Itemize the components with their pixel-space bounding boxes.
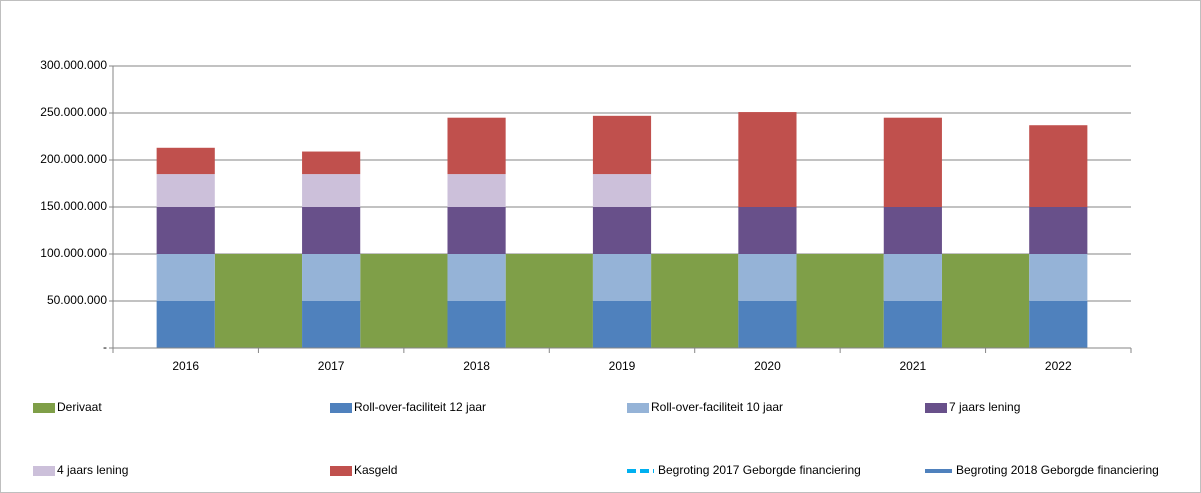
- legend-swatch: [33, 403, 55, 413]
- bar: [1029, 125, 1088, 207]
- bar: [592, 207, 652, 254]
- legend-label: Roll-over-faciliteit 12 jaar: [354, 400, 486, 414]
- x-tick-label: 2020: [754, 359, 781, 373]
- bar: [883, 254, 942, 301]
- legend-label: Begroting 2018 Geborgde financiering: [956, 463, 1159, 477]
- y-tick-label: 150.000.000: [40, 199, 107, 213]
- bar: [883, 117, 942, 207]
- y-tick-label: 300.000.000: [40, 58, 107, 72]
- bar: [360, 254, 448, 348]
- legend-label: Begroting 2017 Geborgde financiering: [658, 463, 861, 477]
- bar: [1029, 254, 1088, 301]
- legend-label: Roll-over-faciliteit 10 jaar: [651, 400, 783, 414]
- bar: [796, 254, 884, 348]
- bar: [302, 174, 361, 207]
- legend-label: Derivaat: [57, 400, 102, 414]
- bar: [302, 254, 361, 301]
- y-tick-label: 250.000.000: [40, 105, 107, 119]
- bar: [156, 301, 215, 348]
- bar: [651, 254, 739, 348]
- y-tick-label: 200.000.000: [40, 152, 107, 166]
- bar: [156, 254, 215, 301]
- legend-swatch: [627, 403, 649, 413]
- bar: [592, 254, 652, 301]
- bar: [302, 151, 361, 175]
- bar: [447, 254, 506, 301]
- bar: [592, 115, 652, 175]
- bar: [592, 174, 652, 207]
- x-tick-label: 2017: [318, 359, 345, 373]
- x-tick-label: 2018: [463, 359, 490, 373]
- bar: [738, 112, 797, 207]
- bar: [738, 207, 797, 254]
- y-tick-label: 100.000.000: [40, 246, 107, 260]
- bar: [447, 174, 506, 207]
- y-tick-label: 50.000.000: [47, 293, 107, 307]
- bar: [505, 254, 593, 348]
- bar: [941, 254, 1030, 348]
- bar: [447, 117, 506, 175]
- bar: [738, 301, 797, 348]
- bar: [302, 207, 361, 254]
- bar: [447, 301, 506, 348]
- legend-swatch: [33, 466, 55, 476]
- legend-swatch: [330, 466, 352, 476]
- bar: [156, 174, 215, 207]
- bar: [302, 301, 361, 348]
- y-tick-label: -: [103, 340, 107, 354]
- x-tick-label: 2019: [609, 359, 636, 373]
- bar: [1029, 207, 1088, 254]
- bar: [883, 301, 942, 348]
- x-tick-label: 2022: [1045, 359, 1072, 373]
- x-tick-label: 2021: [900, 359, 927, 373]
- bar: [156, 207, 215, 254]
- bar: [447, 207, 506, 254]
- bar: [738, 254, 797, 301]
- bar: [156, 147, 215, 175]
- legend-label: 4 jaars lening: [57, 463, 128, 477]
- legend-label: 7 jaars lening: [949, 400, 1020, 414]
- bar: [1029, 301, 1088, 348]
- legend-label: Kasgeld: [354, 463, 397, 477]
- legend-swatch: [330, 403, 352, 413]
- legend-swatch: [925, 403, 947, 413]
- bar: [883, 207, 942, 254]
- bar: [592, 301, 652, 348]
- bar: [214, 254, 303, 348]
- x-tick-label: 2016: [172, 359, 199, 373]
